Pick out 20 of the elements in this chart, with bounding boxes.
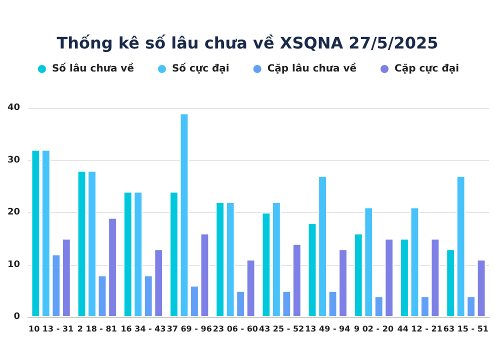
- x-tick-label: 2 18 - 81: [77, 324, 118, 334]
- x-tick-label: 16 34 - 43: [120, 324, 166, 334]
- chart-title: Thống kê số lâu chưa về XSQNA 27/5/2025: [56, 34, 438, 52]
- y-tick-label: 40: [7, 103, 20, 113]
- x-tick-label: 13 49 - 94: [305, 324, 351, 334]
- legend-label: Cặp cực đại: [394, 64, 460, 74]
- x-tick-label: 10 13 - 31: [28, 324, 74, 334]
- x-tick-label: 63 15 - 51: [443, 324, 489, 334]
- x-tick-label: 23 06 - 60: [212, 324, 258, 334]
- y-tick-label: 10: [7, 260, 20, 270]
- legend-label: Cặp lâu chưa về: [267, 62, 357, 74]
- x-tick-label: 43 25 - 52: [259, 324, 304, 334]
- legend-label: Số lâu chưa về: [52, 62, 134, 74]
- x-tick-label: 37 69 - 96: [166, 324, 212, 334]
- y-tick-label: 0: [14, 312, 20, 322]
- x-tick-label: 44 12 - 21: [397, 324, 443, 334]
- y-tick-label: 20: [7, 208, 20, 218]
- y-tick-label: 30: [7, 155, 20, 166]
- x-tick-label: 9 02 - 20: [354, 324, 394, 334]
- legend-label: Số cực đại: [172, 62, 230, 74]
